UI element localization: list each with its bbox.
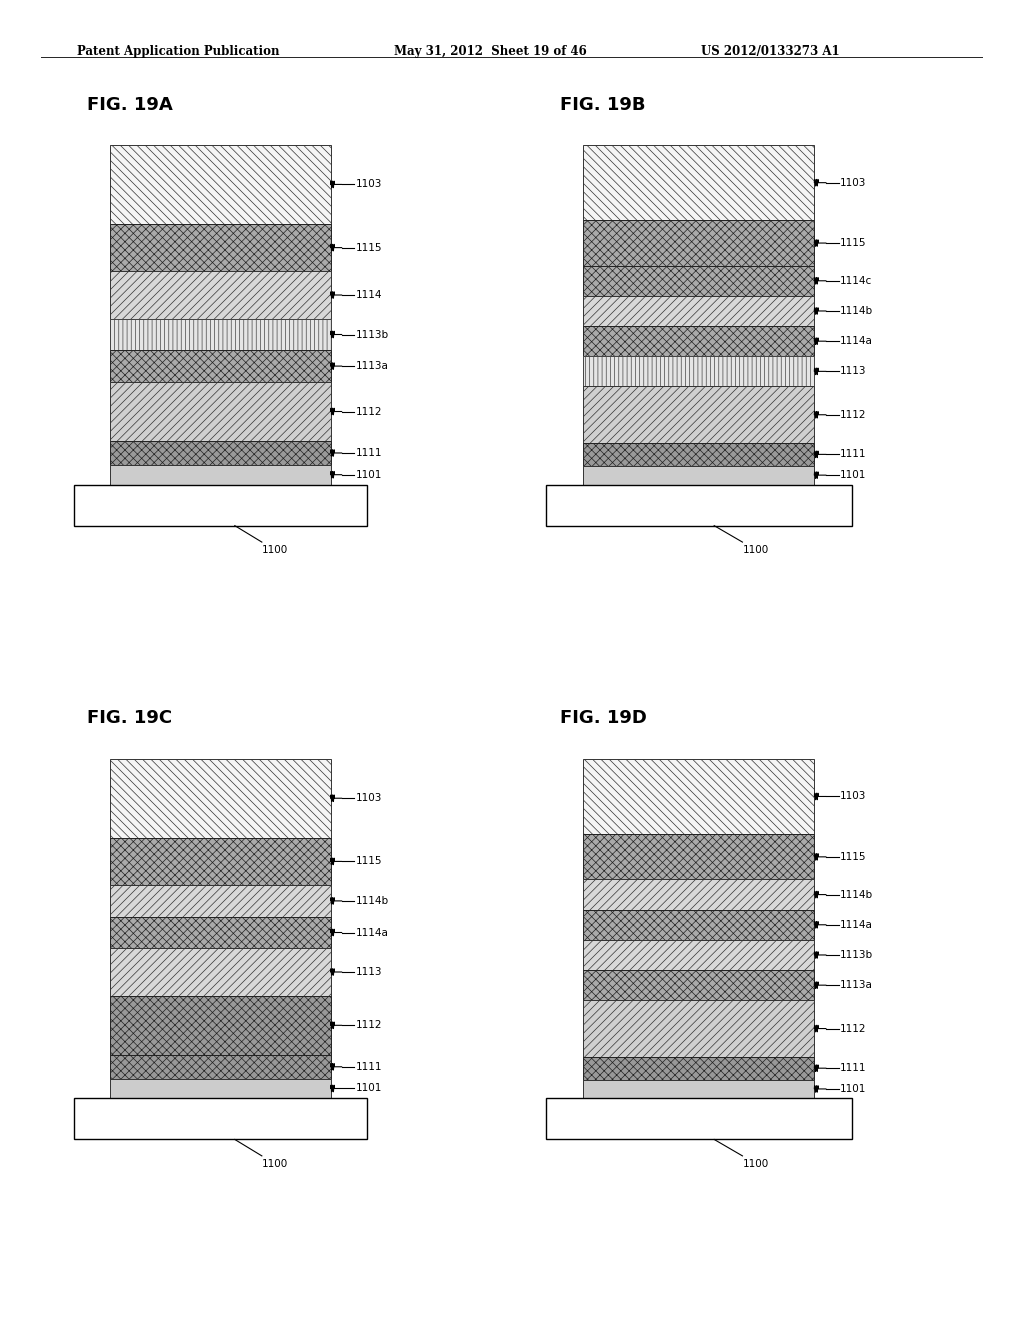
Text: 1114a: 1114a <box>840 337 873 346</box>
FancyBboxPatch shape <box>584 940 814 970</box>
FancyBboxPatch shape <box>110 916 331 948</box>
Text: 1115: 1115 <box>355 857 382 866</box>
Text: 1101: 1101 <box>355 470 382 479</box>
Text: 1101: 1101 <box>355 1084 382 1093</box>
Text: 1112: 1112 <box>355 1020 382 1031</box>
FancyBboxPatch shape <box>546 1098 852 1139</box>
FancyBboxPatch shape <box>584 1080 814 1098</box>
FancyBboxPatch shape <box>584 220 814 265</box>
Text: FIG. 19A: FIG. 19A <box>87 95 173 114</box>
Text: 1113a: 1113a <box>840 981 873 990</box>
Text: 1115: 1115 <box>355 243 382 252</box>
FancyBboxPatch shape <box>584 1001 814 1057</box>
Text: 1114a: 1114a <box>840 920 873 929</box>
Text: US 2012/0133273 A1: US 2012/0133273 A1 <box>701 45 840 58</box>
Text: 1103: 1103 <box>355 180 382 190</box>
FancyBboxPatch shape <box>584 444 814 466</box>
Text: 1111: 1111 <box>840 1063 866 1073</box>
Text: 1114b: 1114b <box>840 890 873 900</box>
Text: 1100: 1100 <box>262 1159 288 1168</box>
FancyBboxPatch shape <box>584 387 814 444</box>
FancyBboxPatch shape <box>584 356 814 387</box>
FancyBboxPatch shape <box>110 948 331 995</box>
FancyBboxPatch shape <box>74 484 367 525</box>
Text: 1113: 1113 <box>840 367 866 376</box>
FancyBboxPatch shape <box>584 970 814 1001</box>
Text: 1103: 1103 <box>840 178 866 187</box>
Text: 1111: 1111 <box>355 1061 382 1072</box>
Text: 1111: 1111 <box>840 449 866 459</box>
Text: May 31, 2012  Sheet 19 of 46: May 31, 2012 Sheet 19 of 46 <box>394 45 587 58</box>
Text: 1114b: 1114b <box>355 896 388 906</box>
Text: 1100: 1100 <box>742 545 769 554</box>
Text: 1101: 1101 <box>840 1084 866 1094</box>
Text: FIG. 19C: FIG. 19C <box>87 709 172 727</box>
FancyBboxPatch shape <box>546 484 852 525</box>
Text: 1103: 1103 <box>840 792 866 801</box>
FancyBboxPatch shape <box>584 326 814 356</box>
FancyBboxPatch shape <box>110 1078 331 1098</box>
FancyBboxPatch shape <box>110 272 331 318</box>
FancyBboxPatch shape <box>584 466 814 484</box>
FancyBboxPatch shape <box>110 318 331 350</box>
Text: 1111: 1111 <box>355 447 382 458</box>
FancyBboxPatch shape <box>110 441 331 465</box>
FancyBboxPatch shape <box>110 350 331 381</box>
FancyBboxPatch shape <box>110 465 331 484</box>
Text: FIG. 19D: FIG. 19D <box>560 709 647 727</box>
Text: 1115: 1115 <box>840 851 866 862</box>
FancyBboxPatch shape <box>110 145 331 224</box>
FancyBboxPatch shape <box>110 886 331 916</box>
FancyBboxPatch shape <box>110 381 331 441</box>
Text: 1112: 1112 <box>840 1023 866 1034</box>
Text: 1101: 1101 <box>840 470 866 480</box>
FancyBboxPatch shape <box>584 759 814 834</box>
FancyBboxPatch shape <box>74 1098 367 1139</box>
FancyBboxPatch shape <box>584 296 814 326</box>
Text: 1113b: 1113b <box>840 950 873 960</box>
Text: 1114b: 1114b <box>840 306 873 315</box>
Text: 1114: 1114 <box>355 290 382 300</box>
Text: 1112: 1112 <box>355 407 382 417</box>
Text: 1103: 1103 <box>355 793 382 804</box>
FancyBboxPatch shape <box>110 838 331 886</box>
FancyBboxPatch shape <box>584 834 814 879</box>
Text: 1113: 1113 <box>355 968 382 977</box>
FancyBboxPatch shape <box>584 909 814 940</box>
FancyBboxPatch shape <box>584 265 814 296</box>
Text: 1114a: 1114a <box>355 928 388 937</box>
FancyBboxPatch shape <box>110 1055 331 1078</box>
FancyBboxPatch shape <box>584 1057 814 1080</box>
FancyBboxPatch shape <box>110 995 331 1055</box>
FancyBboxPatch shape <box>584 879 814 909</box>
Text: 1113b: 1113b <box>355 330 388 339</box>
Text: 1112: 1112 <box>840 409 866 420</box>
Text: FIG. 19B: FIG. 19B <box>560 95 645 114</box>
FancyBboxPatch shape <box>110 759 331 838</box>
Text: 1100: 1100 <box>262 545 288 554</box>
FancyBboxPatch shape <box>110 224 331 272</box>
Text: 1115: 1115 <box>840 238 866 248</box>
Text: 1113a: 1113a <box>355 362 388 371</box>
Text: 1114c: 1114c <box>840 276 872 286</box>
Text: Patent Application Publication: Patent Application Publication <box>77 45 280 58</box>
FancyBboxPatch shape <box>584 145 814 220</box>
Text: 1100: 1100 <box>742 1159 769 1168</box>
